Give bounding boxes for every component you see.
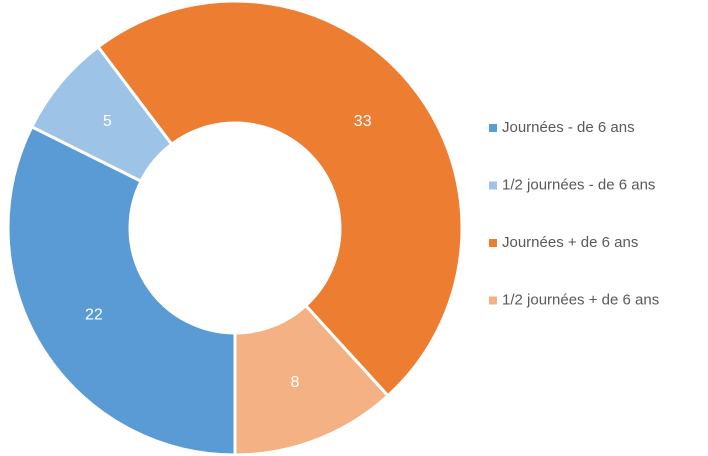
legend-swatch bbox=[489, 239, 497, 247]
legend-swatch bbox=[489, 124, 497, 132]
legend-label: Journées + de 6 ans bbox=[502, 234, 638, 251]
slice bbox=[233, 303, 391, 456]
data-label: 8 bbox=[291, 374, 300, 391]
legend-swatch bbox=[489, 296, 497, 305]
legend-label: Journées - de 6 ans bbox=[502, 119, 635, 136]
legend-swatch bbox=[489, 181, 497, 190]
data-label: 5 bbox=[103, 113, 112, 130]
data-label: 22 bbox=[85, 307, 103, 324]
slice bbox=[96, 0, 464, 398]
data-label: 33 bbox=[354, 113, 372, 130]
legend-label: 1/2 journées + de 6 ans bbox=[502, 291, 659, 308]
legend-label: 1/2 journées - de 6 ans bbox=[502, 176, 655, 193]
slice bbox=[6, 124, 237, 456]
